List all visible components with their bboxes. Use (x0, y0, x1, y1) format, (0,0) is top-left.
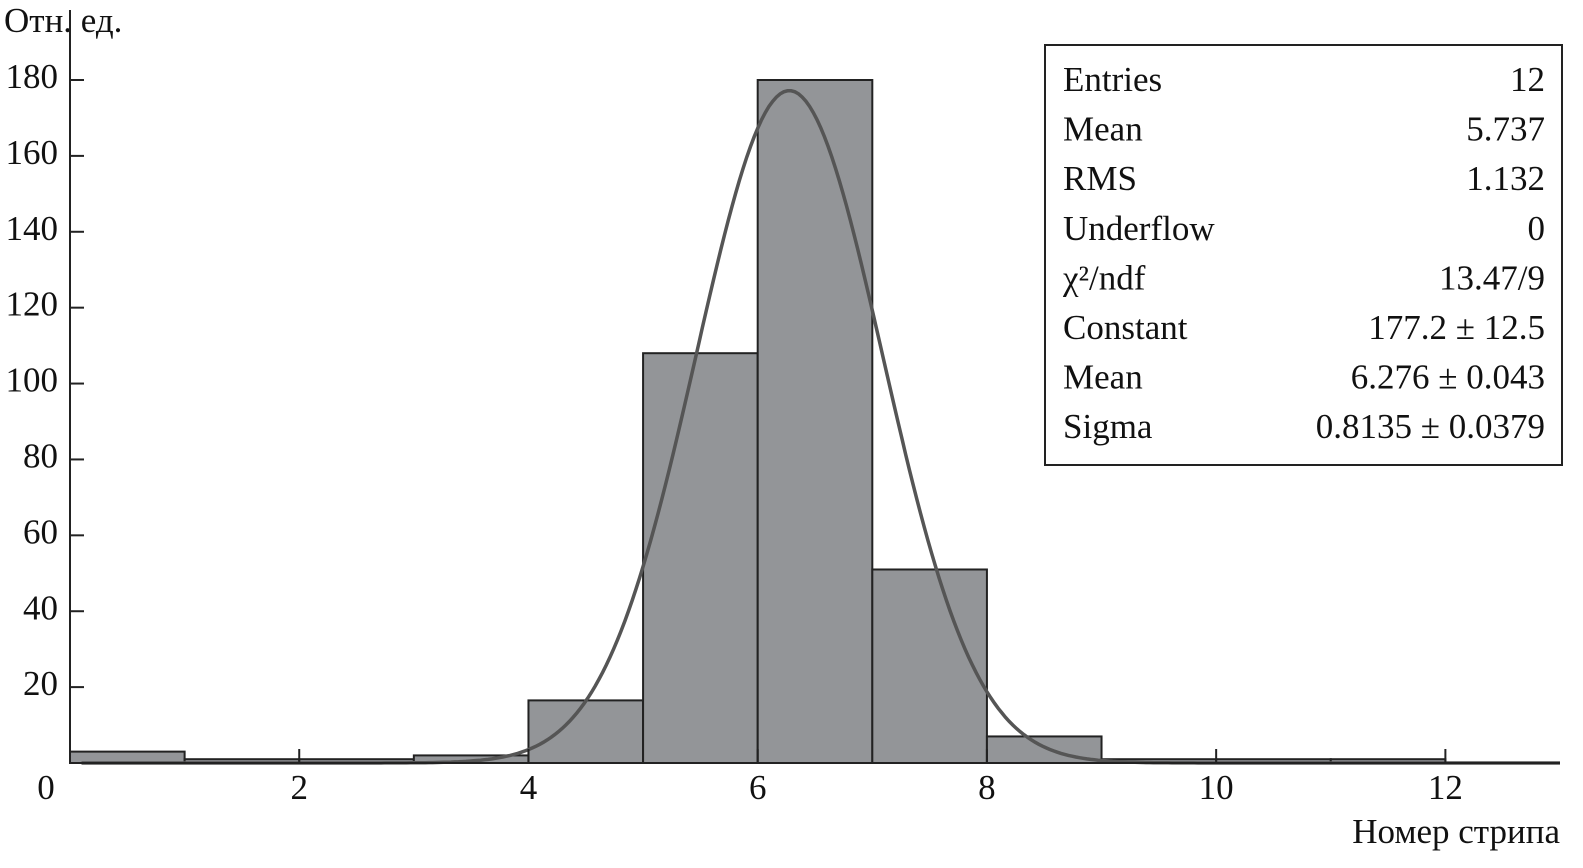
stats-value: 12 (1510, 60, 1545, 99)
stats-label: Entries (1063, 60, 1162, 99)
bar (527, 699, 645, 764)
stats-label: Underflow (1063, 209, 1215, 248)
y-tick-label: 60 (23, 512, 58, 551)
stats-value: 0.8135 ± 0.0379 (1316, 407, 1545, 446)
x-tick-label: 10 (1199, 768, 1234, 807)
y-tick-label: 40 (23, 588, 58, 627)
y-axis-label: Отн. ед. (4, 1, 122, 40)
stats-label: Sigma (1063, 407, 1153, 446)
stats-value: 5.737 (1466, 110, 1545, 149)
bar (756, 79, 874, 764)
stats-label: Mean (1063, 358, 1143, 397)
x-tick-label: 2 (290, 768, 308, 807)
stats-value: 13.47/9 (1439, 258, 1545, 297)
x-axis-label: Номер стрипа (1352, 812, 1560, 851)
y-tick-label: 100 (6, 361, 59, 400)
y-tick-label: 140 (6, 209, 59, 248)
stats-value: 0 (1528, 209, 1546, 248)
y-tick-label: 180 (6, 57, 59, 96)
stats-label: Mean (1063, 110, 1143, 149)
stats-box (1044, 44, 1563, 466)
y-tick-label: 120 (6, 285, 59, 324)
stats-value: 1.132 (1466, 159, 1545, 198)
x-tick-label: 6 (749, 768, 767, 807)
stats-label: χ²/ndf (1062, 258, 1146, 297)
y-tick-label: 20 (23, 664, 58, 703)
stats-value: 6.276 ± 0.043 (1351, 358, 1545, 397)
stats-label: Constant (1063, 308, 1188, 347)
bar (642, 352, 759, 764)
bar (871, 568, 988, 764)
y-tick-label: 160 (6, 133, 59, 172)
stats-value: 177.2 ± 12.5 (1368, 308, 1545, 347)
x-tick-label: 12 (1428, 768, 1463, 807)
x-tick-label: 0 (37, 768, 55, 807)
stats-label: RMS (1063, 159, 1137, 198)
x-tick-label: 8 (978, 768, 996, 807)
y-tick-label: 80 (23, 436, 58, 475)
x-tick-label: 4 (520, 768, 538, 807)
